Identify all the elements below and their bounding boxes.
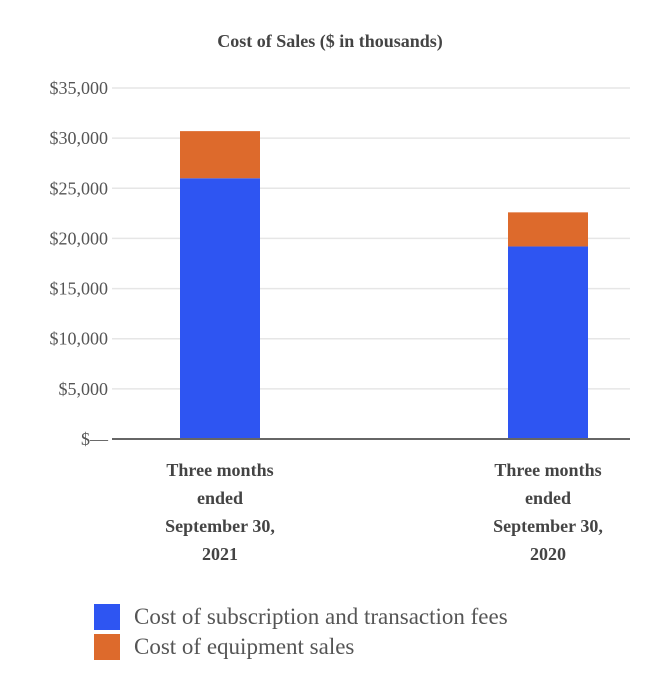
legend-item-subscription: Cost of subscription and transaction fee… [94, 602, 508, 632]
y-tick-label: $10,000 [50, 329, 109, 349]
y-tick-label: $— [81, 429, 109, 449]
x-category-label: Three months ended September 30, 2020 [493, 460, 603, 564]
bars [180, 131, 588, 439]
y-tick-label: $5,000 [59, 379, 109, 399]
chart-title: Cost of Sales ($ in thousands) [217, 31, 443, 52]
bar-segment-subscription-1 [508, 246, 588, 439]
bar-segment-equipment-1 [508, 212, 588, 247]
x-axis-categories: Three months ended September 30, 2021 Three … [165, 460, 603, 564]
legend: Cost of subscription and transaction fee… [94, 602, 508, 662]
cost-of-sales-chart: Cost of Sales ($ in thousands) $—$5,000$… [50, 31, 630, 564]
legend-item-equipment: Cost of equipment sales [94, 632, 508, 662]
y-tick-label: $15,000 [50, 279, 109, 299]
legend-label-subscription: Cost of subscription and transaction fee… [134, 604, 508, 629]
bar-segment-subscription-0 [180, 178, 260, 439]
legend-swatch-equipment [94, 634, 120, 660]
y-tick-label: $25,000 [50, 178, 109, 198]
legend-swatch-subscription [94, 604, 120, 630]
y-tick-label: $30,000 [50, 128, 109, 148]
bar-segment-equipment-0 [180, 131, 260, 179]
x-category-label: Three months ended September 30, 2021 [165, 460, 275, 564]
y-tick-label: $35,000 [50, 78, 109, 98]
legend-label-equipment: Cost of equipment sales [134, 634, 355, 659]
y-tick-label: $20,000 [50, 228, 109, 248]
y-axis-ticks: $— $5,000 $10,000 $15,000 $20,000 $25,000 $30,… [50, 78, 110, 449]
